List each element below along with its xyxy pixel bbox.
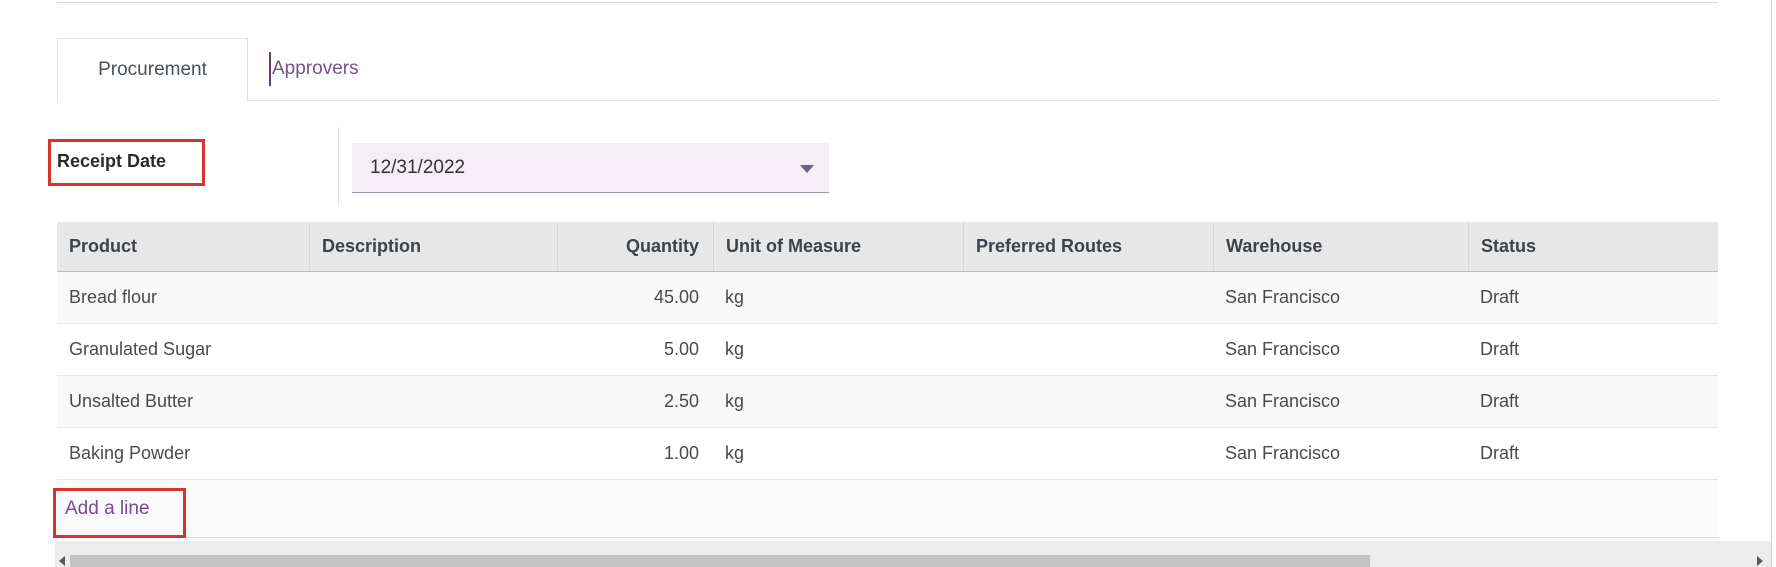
tab-procurement[interactable]: Procurement xyxy=(57,38,248,101)
cell-description[interactable] xyxy=(309,324,557,375)
column-header-description[interactable]: Description xyxy=(309,222,557,271)
scroll-right-icon[interactable] xyxy=(1757,556,1763,566)
cell-product[interactable]: Unsalted Butter xyxy=(69,391,194,411)
tab-approvers-label: Approvers xyxy=(272,58,359,79)
table-header-row: Product Description Quantity Unit of Mea… xyxy=(57,222,1718,272)
column-header-unit-of-measure[interactable]: Unit of Measure xyxy=(713,222,963,271)
cell-description[interactable] xyxy=(309,272,557,323)
add-line-row: Add a line xyxy=(57,480,1718,538)
cell-description[interactable] xyxy=(309,428,557,479)
cell-unit-of-measure[interactable]: kg xyxy=(725,391,745,411)
cell-preferred-routes[interactable] xyxy=(963,324,1213,375)
tabstrip-border xyxy=(57,100,1718,101)
receipt-date-label: Receipt Date xyxy=(57,151,167,171)
cell-warehouse[interactable]: San Francisco xyxy=(1225,443,1341,463)
column-header-quantity[interactable]: Quantity xyxy=(557,222,713,271)
table-row: Baking Powder 1.00 kg San Francisco Draf… xyxy=(57,428,1718,480)
cell-unit-of-measure[interactable]: kg xyxy=(725,287,745,307)
column-header-preferred-routes[interactable]: Preferred Routes xyxy=(963,222,1213,271)
column-header-product[interactable]: Product xyxy=(69,236,138,256)
cell-unit-of-measure[interactable]: kg xyxy=(725,339,745,359)
dropdown-caret-icon xyxy=(800,165,814,173)
cell-status[interactable]: Draft xyxy=(1480,391,1520,411)
cell-warehouse[interactable]: San Francisco xyxy=(1225,339,1341,359)
tab-procurement-label: Procurement xyxy=(98,59,207,80)
cell-status[interactable]: Draft xyxy=(1480,339,1520,359)
cell-status[interactable]: Draft xyxy=(1480,287,1520,307)
column-header-status[interactable]: Status xyxy=(1468,222,1718,271)
table-row: Bread flour 45.00 kg San Francisco Draft xyxy=(57,272,1718,324)
top-divider xyxy=(57,2,1718,3)
cell-preferred-routes[interactable] xyxy=(963,272,1213,323)
cell-product[interactable]: Granulated Sugar xyxy=(69,339,212,359)
cell-status[interactable]: Draft xyxy=(1480,443,1520,463)
column-header-warehouse[interactable]: Warehouse xyxy=(1213,222,1468,271)
cell-preferred-routes[interactable] xyxy=(963,428,1213,479)
text-cursor xyxy=(269,52,271,86)
scroll-left-icon[interactable] xyxy=(59,556,65,566)
tab-approvers[interactable]: Approvers xyxy=(269,38,359,100)
field-divider xyxy=(338,127,339,205)
cell-product[interactable]: Bread flour xyxy=(69,287,158,307)
cell-description[interactable] xyxy=(309,376,557,427)
right-edge-border xyxy=(1771,0,1772,567)
cell-unit-of-measure[interactable]: kg xyxy=(725,443,745,463)
receipt-date-input[interactable]: 12/31/2022 xyxy=(352,143,829,193)
add-a-line-link[interactable]: Add a line xyxy=(65,497,150,519)
cell-quantity[interactable]: 2.50 xyxy=(663,391,699,411)
table-row: Unsalted Butter 2.50 kg San Francisco Dr… xyxy=(57,376,1718,428)
scrollbar-thumb[interactable] xyxy=(70,555,1370,567)
receipt-date-value: 12/31/2022 xyxy=(370,156,466,178)
table-row: Granulated Sugar 5.00 kg San Francisco D… xyxy=(57,324,1718,376)
cell-quantity[interactable]: 45.00 xyxy=(653,287,699,307)
cell-quantity[interactable]: 1.00 xyxy=(663,443,699,463)
cell-preferred-routes[interactable] xyxy=(963,376,1213,427)
cell-warehouse[interactable]: San Francisco xyxy=(1225,287,1341,307)
cell-warehouse[interactable]: San Francisco xyxy=(1225,391,1341,411)
procurement-lines-table: Product Description Quantity Unit of Mea… xyxy=(57,222,1718,538)
cell-quantity[interactable]: 5.00 xyxy=(663,339,699,359)
cell-product[interactable]: Baking Powder xyxy=(69,443,191,463)
